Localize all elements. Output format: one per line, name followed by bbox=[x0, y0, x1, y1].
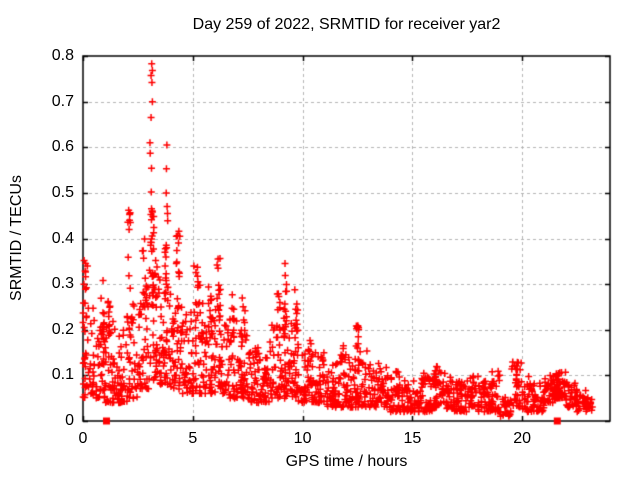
x-tick-label: 20 bbox=[513, 430, 532, 447]
y-tick-label: 0.6 bbox=[51, 138, 74, 156]
y-tick-label: 0.4 bbox=[51, 229, 74, 247]
x-tick-label: 0 bbox=[78, 430, 88, 447]
y-tick-label: 0.8 bbox=[51, 47, 74, 64]
x-tick-label: 10 bbox=[293, 430, 312, 447]
y-tick-label: 0.2 bbox=[51, 320, 74, 338]
chart-title: Day 259 of 2022, SRMTID for receiver yar… bbox=[192, 16, 501, 33]
x-tick-label: 15 bbox=[403, 430, 422, 447]
x-tick-label: 5 bbox=[188, 430, 198, 447]
y-tick-label: 0.5 bbox=[51, 183, 74, 201]
y-tick-label: 0.1 bbox=[51, 366, 74, 384]
y-tick-label: 0.7 bbox=[51, 92, 74, 110]
y-tick-label: 0 bbox=[65, 412, 74, 429]
y-tick-label: 0.3 bbox=[51, 275, 74, 293]
x-axis-label: GPS time / hours bbox=[285, 453, 408, 470]
